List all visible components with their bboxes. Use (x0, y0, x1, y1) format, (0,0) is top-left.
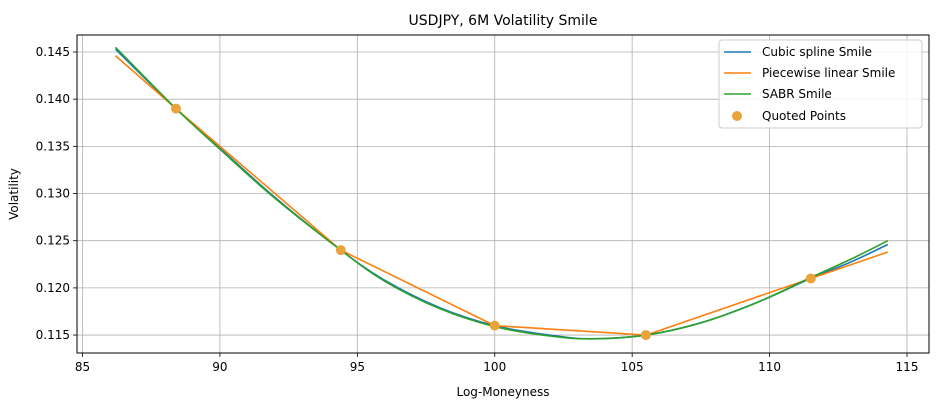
quoted-point (335, 245, 346, 256)
chart-title: USDJPY, 6M Volatility Smile (409, 13, 598, 29)
legend-label-cubic-spline: Cubic spline Smile (762, 45, 872, 59)
quoted-point (805, 273, 816, 284)
x-tick-label: 100 (483, 360, 506, 374)
legend-label-sabr: SABR Smile (762, 87, 832, 101)
x-tick-label: 115 (896, 360, 919, 374)
y-tick-label: 0.145 (36, 45, 70, 59)
sabr-smile-line (114, 46, 889, 340)
legend: Cubic spline Smile Piecewise linear Smil… (718, 39, 923, 129)
x-tick-label: 95 (350, 360, 365, 374)
x-axis-ticks: 85 90 95 100 105 110 115 (75, 353, 919, 374)
y-axis-label: Volatility (7, 168, 21, 220)
x-tick-label: 90 (212, 360, 227, 374)
plot-frame (76, 34, 930, 354)
quoted-points (170, 103, 816, 341)
y-tick-label: 0.125 (36, 234, 70, 248)
y-tick-label: 0.115 (36, 328, 70, 342)
quoted-point (489, 320, 500, 331)
quoted-point (170, 103, 181, 114)
y-tick-label: 0.140 (36, 92, 70, 106)
x-axis-label: Log-Moneyness (456, 385, 549, 399)
y-tick-label: 0.120 (36, 281, 70, 295)
quoted-point (640, 330, 651, 341)
legend-label-piecewise-linear: Piecewise linear Smile (762, 66, 895, 80)
y-axis-ticks: 0.115 0.120 0.125 0.130 0.135 0.140 0.145 (36, 45, 77, 342)
x-tick-label: 85 (75, 360, 90, 374)
legend-swatch-quoted-points (732, 111, 742, 121)
y-tick-label: 0.135 (36, 139, 70, 153)
y-tick-label: 0.130 (36, 187, 70, 201)
legend-label-quoted-points: Quoted Points (762, 109, 846, 123)
legend-box (718, 39, 923, 129)
x-tick-label: 105 (621, 360, 644, 374)
x-tick-label: 110 (758, 360, 781, 374)
